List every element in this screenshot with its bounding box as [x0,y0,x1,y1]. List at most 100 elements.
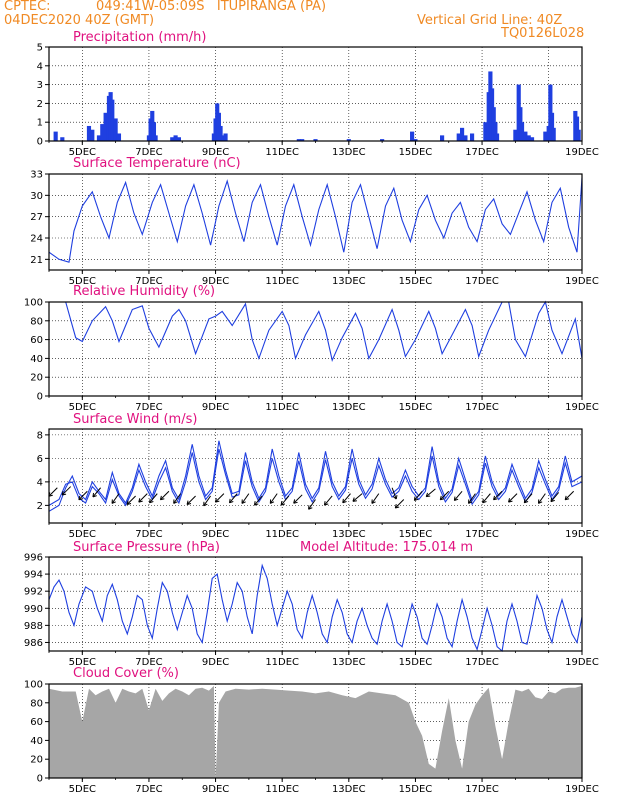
x-tick-label: 19DEC [565,657,599,668]
wind-arrow [48,487,58,497]
x-tick-label: 13DEC [332,784,366,795]
precipitation-bar [576,129,581,141]
wind-arrow-head [508,498,511,503]
x-tick-label: 9DEC [202,276,229,287]
wind-arrow-head [493,495,496,500]
x-tick-label: 5DEC [69,402,96,413]
wind-arrow-head [308,507,313,510]
wind-arrow [308,499,316,510]
wind-arrow [61,486,72,496]
header-location: 049:41W-05:09S ITUPIRANGA (PA) [96,0,327,14]
precipitation-bar [529,137,535,141]
y-tick-label: 21 [30,255,43,266]
precipitation-bar [296,139,301,141]
y-tick-label: 20 [30,755,43,766]
wind-arrow-head [342,498,344,503]
header-run: 04DEC2020 40Z (GMT) [4,13,155,28]
precipitation-bar [53,131,58,141]
x-tick-label: 15DEC [399,147,433,158]
precipitation-bar [543,131,548,141]
wind-arrow-head [439,495,442,500]
x-tick-label: 5DEC [69,147,96,158]
x-tick-label: 15DEC [399,529,433,540]
x-tick-label: 5DEC [69,657,96,668]
x-tick-label: 13DEC [332,276,366,287]
wind-arrow-head [61,491,64,496]
wind-arrow [126,495,136,505]
precipitation-bar [463,135,468,141]
x-tick-label: 5DEC [69,529,96,540]
wind-arrow-head [524,501,529,504]
wind-arrow-head [413,496,416,501]
wind-arrow [241,493,250,504]
x-tick-label: 15DEC [399,784,433,795]
wind-arrow-head [324,503,329,506]
x-tick-label: 13DEC [332,147,366,158]
wind-arrow-head [482,501,487,504]
wind-arrow-head [215,500,220,503]
y-tick-label: 986 [24,638,43,649]
wind-arrow [482,493,491,504]
x-tick-label: 13DEC [332,657,366,668]
wind-arrow-head [92,495,97,498]
wind-arrow [394,499,405,509]
wind-arrow-head [323,501,326,506]
precipitation-bar [110,99,115,141]
panel-frame [48,428,583,524]
x-tick-label: 11DEC [265,529,299,540]
precipitation-bar [459,127,465,141]
y-tick-label: 20 [30,373,43,384]
y-tick-label: 60 [30,335,43,346]
wind-arrow [78,490,88,501]
humidity-title: Relative Humidity (%) [73,284,215,299]
wind-arrow-head [414,498,419,501]
wind-arrow-head [203,503,208,507]
wind-arrow [550,492,560,502]
wind-arrow-head [229,501,234,504]
panel-frame [48,301,583,397]
precipitation-bar [469,133,475,141]
precipitation-bar [413,139,418,141]
precipitation-bar [346,139,351,141]
precipitation-bar [223,133,228,141]
x-tick-label: 17DEC [465,276,499,287]
y-tick-label: 990 [24,604,43,615]
wind-arrow-head [186,503,192,505]
wind-arrow-head [253,501,256,506]
x-tick-label: 17DEC [465,147,499,158]
temperature-line [48,177,583,263]
x-tick-label: 9DEC [202,147,229,158]
wind-arrow-head [425,492,429,497]
y-tick-label: 33 [30,170,43,181]
wind-arrow-head [352,497,355,502]
precipitation-bar [151,122,157,141]
wind-arrow-head [149,498,151,503]
x-tick-label: 19DEC [565,276,599,287]
precipitation-bar [523,131,528,141]
wind-arrow-head [62,493,67,496]
x-tick-label: 19DEC [565,147,599,158]
wind-arrow [160,490,170,501]
precipitation-bar [410,131,415,141]
wind-arrow [371,493,380,504]
pressure-title: Surface Pressure (hPa) [73,540,220,555]
wind-arrow-head [173,501,178,504]
wind-arrow [149,493,158,504]
y-tick-label: 0 [37,137,43,148]
y-tick-label: 40 [30,736,43,747]
wind-arrow [564,490,575,501]
wind-arrow-head [149,501,154,504]
precipitation-bar [493,122,498,141]
x-tick-label: 7DEC [135,529,162,540]
x-tick-label: 5DEC [69,784,96,795]
wind-arrow [538,493,546,504]
pressure-line [48,563,583,653]
precipitation-bar [456,133,461,141]
y-tick-label: 996 [24,553,43,564]
header-source: CPTEC: [4,0,51,14]
wind-arrow-head [186,500,189,505]
wind-arrow-head [395,495,398,500]
x-tick-label: 13DEC [332,402,366,413]
humidity-line [49,300,583,363]
wind-arrow [439,490,450,501]
